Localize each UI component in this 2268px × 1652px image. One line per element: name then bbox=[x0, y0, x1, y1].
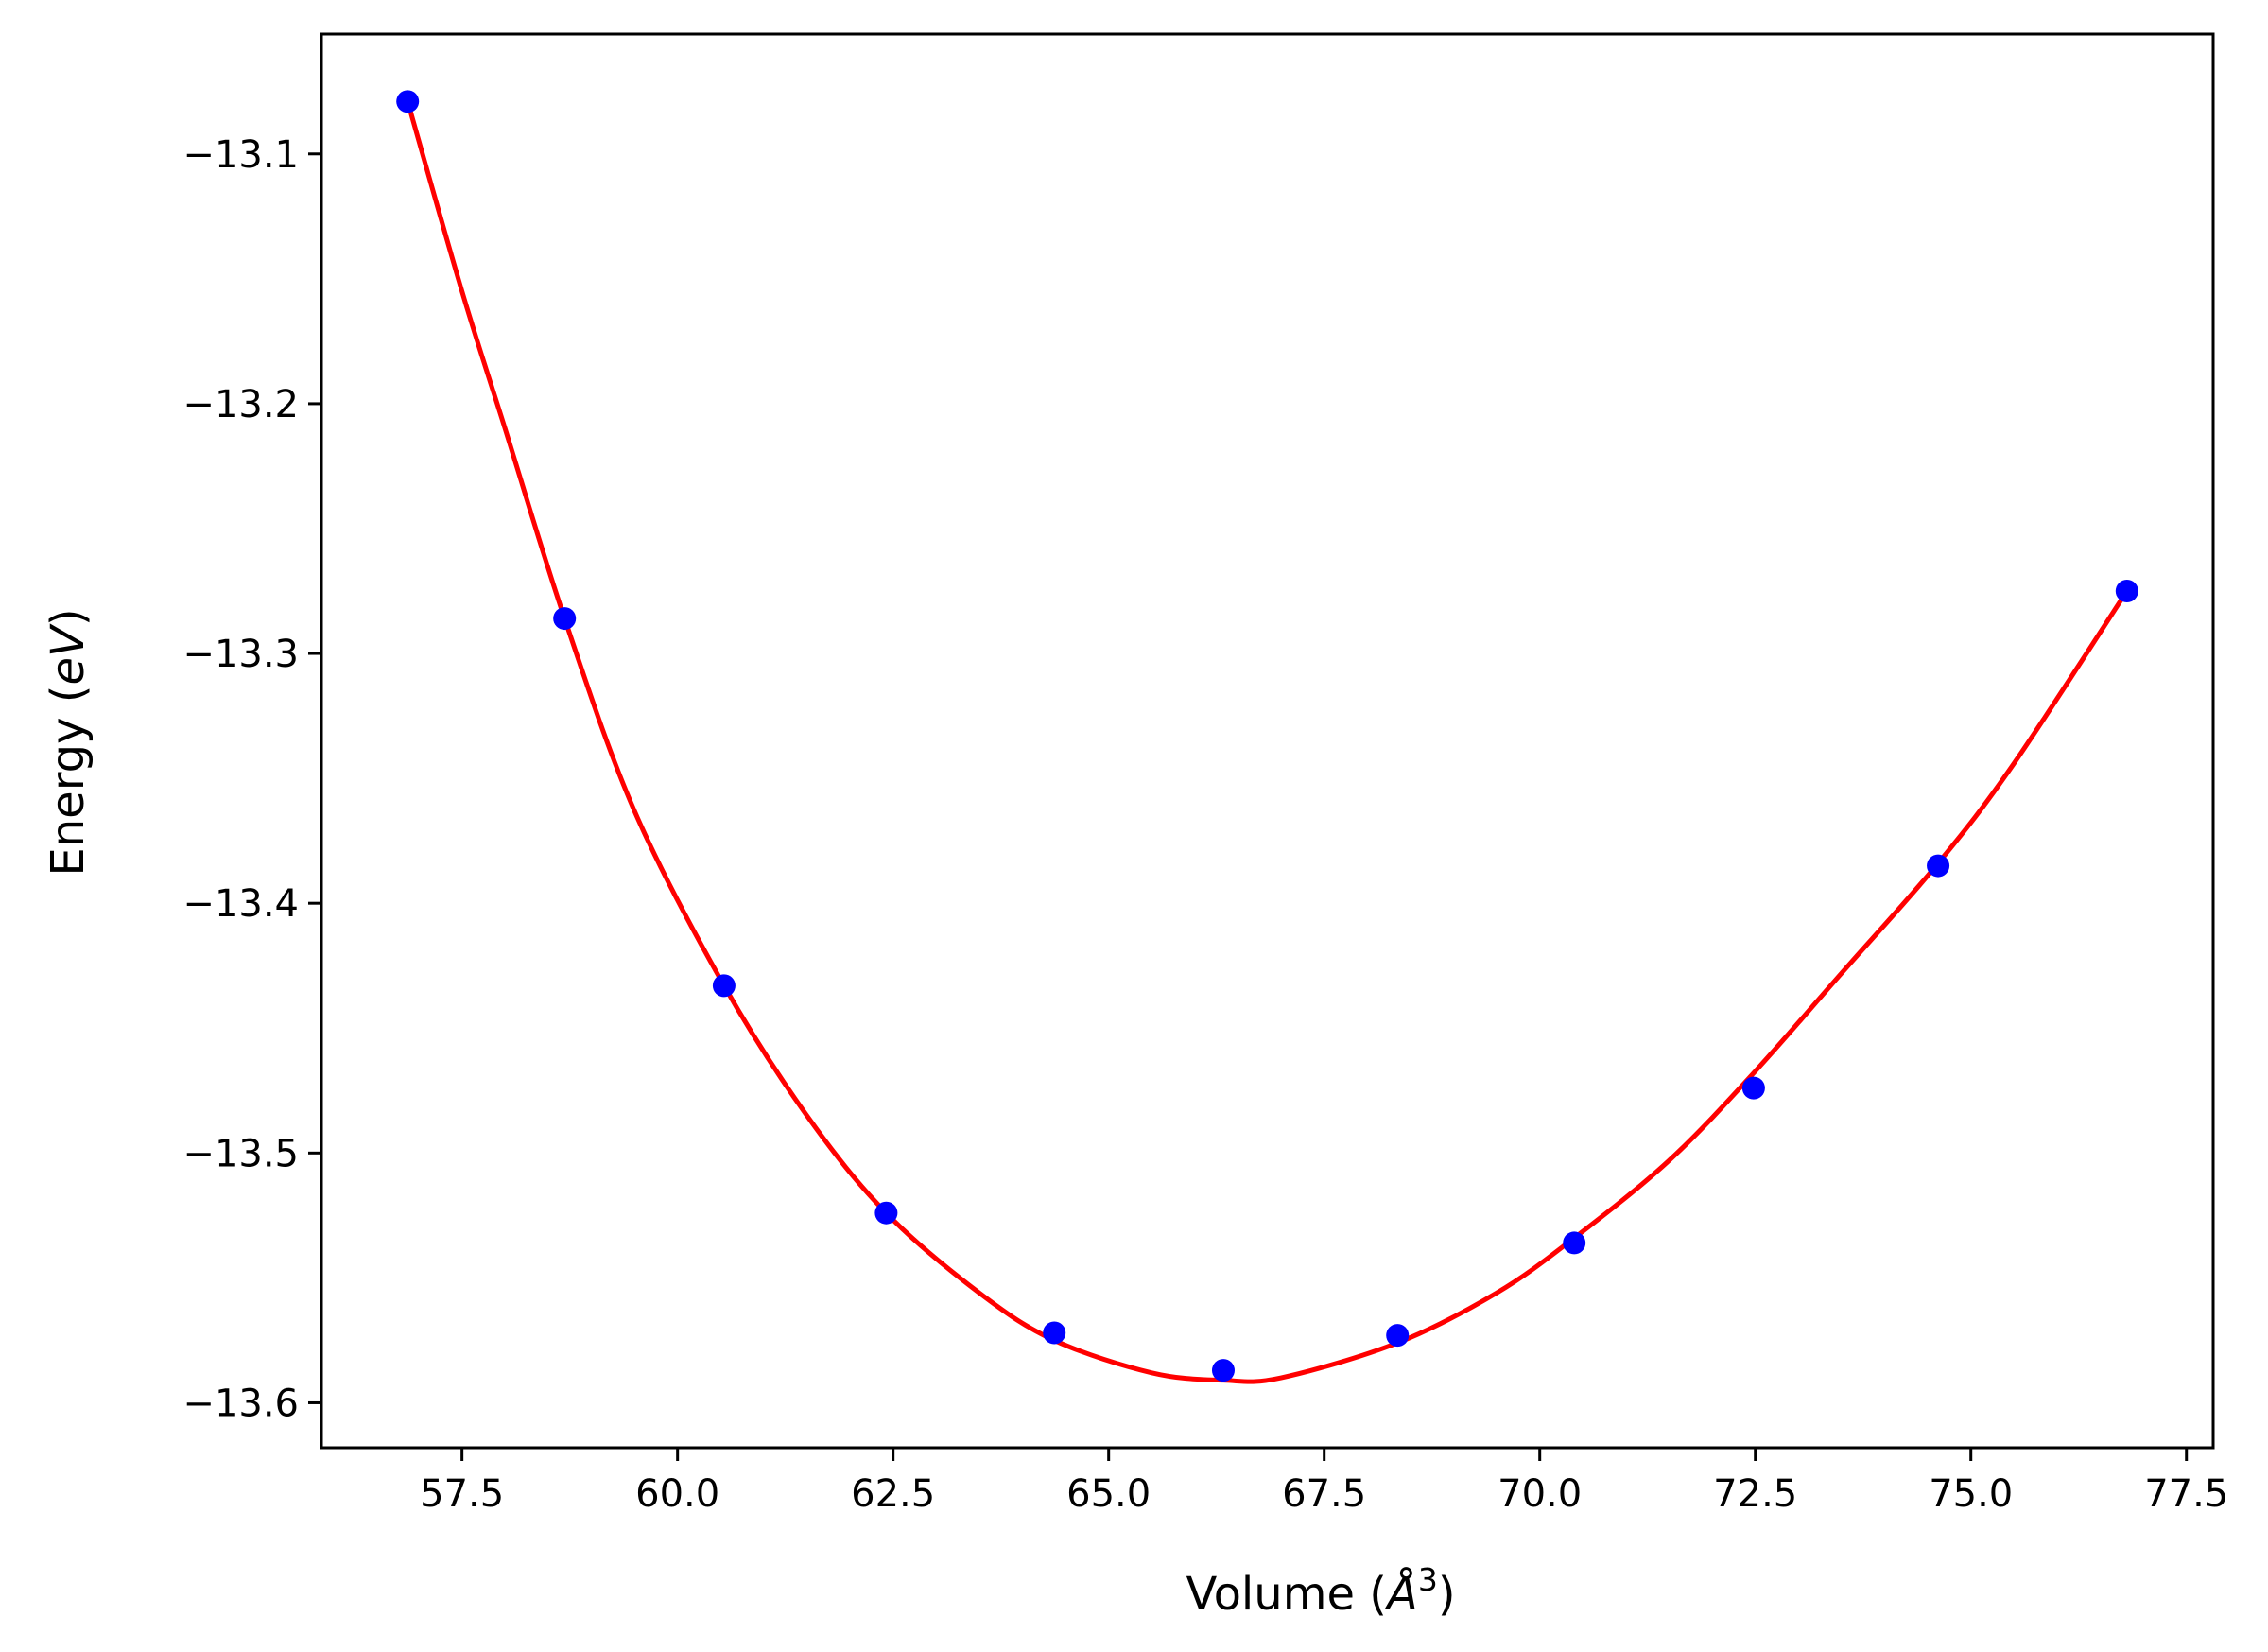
data-point bbox=[1386, 1324, 1410, 1348]
x-tick-label: 57.5 bbox=[420, 1472, 504, 1516]
data-point bbox=[1741, 1076, 1765, 1100]
x-tick-label: 75.0 bbox=[1929, 1472, 2013, 1516]
data-point bbox=[1043, 1321, 1066, 1345]
y-tick-label: −13.3 bbox=[182, 633, 299, 676]
x-tick-label: 77.5 bbox=[2144, 1472, 2228, 1516]
y-axis-label: Energy (eV) bbox=[42, 608, 95, 876]
y-axis-ticks: −13.1 −13.2 −13.3 −13.4 −13.5 −13.6 bbox=[182, 133, 321, 1425]
x-tick-label: 72.5 bbox=[1713, 1472, 1797, 1516]
plot-frame bbox=[320, 32, 2215, 1450]
x-tick-label: 67.5 bbox=[1282, 1472, 1366, 1516]
data-point bbox=[1927, 854, 1950, 878]
y-tick-label: −13.6 bbox=[182, 1382, 299, 1425]
x-tick-label: 60.0 bbox=[635, 1472, 719, 1516]
x-axis-label: Volume (Å3) bbox=[1186, 1561, 1455, 1621]
x-tick-label: 65.0 bbox=[1066, 1472, 1151, 1516]
data-point bbox=[1563, 1231, 1586, 1255]
data-point bbox=[2115, 580, 2138, 603]
data-point bbox=[1211, 1359, 1235, 1382]
data-points-layer bbox=[396, 90, 2138, 1382]
y-tick-label: −13.5 bbox=[182, 1132, 299, 1175]
x-tick-label: 62.5 bbox=[851, 1472, 935, 1516]
data-point bbox=[553, 607, 577, 631]
x-axis-ticks: 57.5 60.0 62.5 65.0 67.5 70.0 72.5 75.0 77.5 bbox=[420, 1448, 2228, 1516]
y-tick-label: −13.1 bbox=[182, 133, 299, 177]
y-tick-label: −13.2 bbox=[182, 383, 299, 426]
data-point bbox=[712, 974, 736, 998]
x-tick-label: 70.0 bbox=[1498, 1472, 1582, 1516]
data-point bbox=[874, 1201, 898, 1225]
y-tick-label: −13.4 bbox=[182, 882, 299, 926]
data-point bbox=[396, 90, 420, 113]
